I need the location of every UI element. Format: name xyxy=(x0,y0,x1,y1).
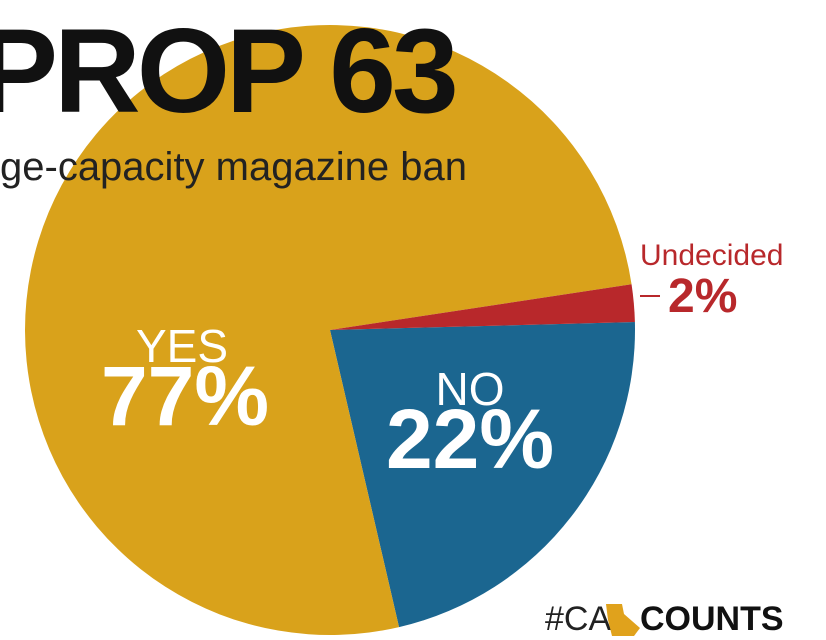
chart-subtitle: ge-capacity magazine ban xyxy=(0,145,467,189)
slice-value-label: 2% xyxy=(668,270,737,323)
slice-label: YES xyxy=(136,320,228,372)
slice-label: NO xyxy=(436,363,505,415)
footer-brand: COUNTS xyxy=(640,600,784,638)
slice-value-label: 77% xyxy=(101,349,269,443)
pie-slice xyxy=(330,322,635,628)
slice-label: Undecided xyxy=(640,239,783,272)
slice-value-label: 22% xyxy=(386,392,554,486)
pie xyxy=(24,25,635,636)
footer-hashtag: #CA xyxy=(545,600,611,638)
pie-slice xyxy=(330,284,635,330)
pie-slice xyxy=(24,25,632,636)
california-icon xyxy=(606,604,640,636)
chart-title: PROP 63 xyxy=(0,4,455,138)
